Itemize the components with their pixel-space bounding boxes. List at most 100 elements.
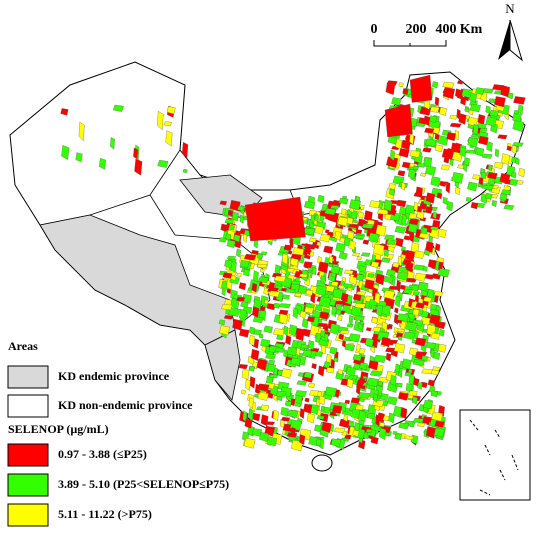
county [290,357,302,366]
county [231,211,239,222]
county [383,199,393,212]
legend-title: SELENOP (µg/mL) [8,422,109,436]
county [331,305,337,318]
county [368,232,380,243]
county [373,354,387,363]
county [507,92,514,100]
county [425,138,437,147]
county [478,135,489,146]
county [470,202,479,210]
county [344,399,350,404]
scale-bar: 0 200 400 Km [371,22,483,47]
county [324,386,337,398]
county [302,349,313,358]
county [350,209,358,220]
county [403,235,411,241]
county [342,340,347,348]
county [238,328,250,338]
county [309,237,317,243]
county [265,353,277,360]
county [369,200,381,209]
legend-label: 5.11 - 11.22 (>P75) [58,507,152,521]
scale-label: 0 [371,22,378,37]
county [404,372,412,377]
county [401,214,407,227]
county [503,204,515,210]
county [399,206,407,216]
county [220,304,233,311]
legend: Areas SELENOP (µg/mL) KD endemic provinc… [7,339,229,527]
county [437,268,450,278]
county [418,232,430,239]
county [413,264,425,271]
county [499,173,511,185]
county [230,275,237,281]
county [422,147,432,153]
county [423,296,433,303]
county [487,172,498,180]
county [110,137,115,150]
scale-line [373,40,447,47]
legend-swatch [7,503,49,527]
county [330,265,341,275]
scale-label: 400 [436,22,457,37]
inset-map [459,409,531,501]
county [398,422,410,430]
county [320,405,325,411]
county [357,211,364,219]
county [221,288,226,296]
hainan [311,454,333,472]
county [485,105,491,115]
county [284,400,292,407]
county [430,390,439,398]
inset-islands [469,419,519,496]
county [449,114,458,120]
county [253,270,259,283]
county [430,332,440,340]
county [348,314,353,326]
county [281,294,290,300]
county [298,273,308,278]
county [241,368,250,380]
county [367,273,375,278]
county [379,422,385,428]
county [133,147,139,160]
county [286,346,298,357]
county [391,97,402,106]
county [337,369,344,375]
county [240,301,249,308]
county [332,288,344,299]
county [365,327,372,332]
county [259,268,265,273]
county [429,106,440,113]
county [260,251,268,256]
county [219,237,227,243]
county [320,275,327,285]
county [218,319,226,326]
county [317,322,329,328]
county [307,383,316,388]
county [388,323,393,330]
county [480,171,487,180]
county [434,420,445,428]
county [392,431,398,436]
legend-label: KD non-endemic province [58,398,193,412]
county [439,107,447,116]
county-patches [60,74,526,452]
county [333,427,346,434]
county [375,224,387,237]
county [404,435,415,440]
county [248,397,254,409]
county [283,244,293,252]
county [392,262,400,268]
county [434,96,440,107]
county [354,303,366,309]
county [370,436,379,445]
county [134,158,143,176]
county [352,429,360,437]
county [437,228,447,239]
county [373,243,385,257]
county [257,383,270,392]
county [420,172,427,177]
county [274,347,285,353]
